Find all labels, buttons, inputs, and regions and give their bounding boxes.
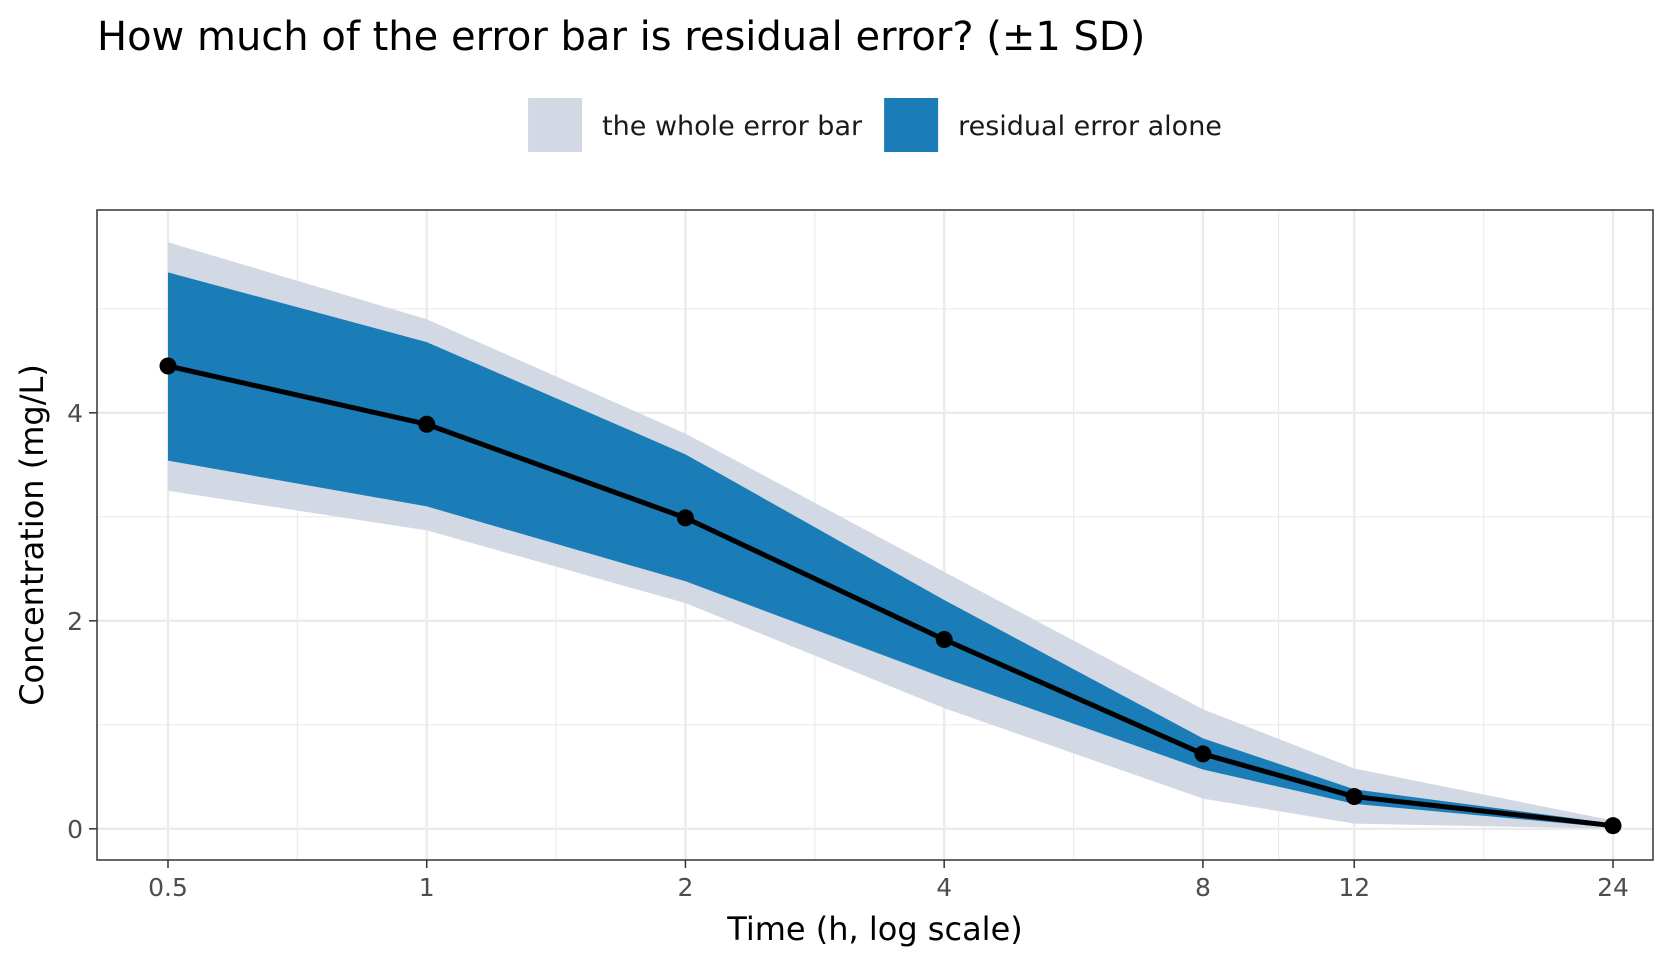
y-tick-label: 2 xyxy=(67,607,83,636)
bands xyxy=(168,242,1613,829)
legend-key xyxy=(884,98,939,152)
x-tick-label: 0.5 xyxy=(148,873,188,902)
data-point xyxy=(1345,788,1363,806)
data-point xyxy=(1194,745,1212,763)
y-tick-label: 4 xyxy=(67,399,83,428)
plot-panel xyxy=(96,209,1654,861)
legend-label: the whole error bar xyxy=(602,111,863,142)
x-tick-label: 12 xyxy=(1338,873,1370,902)
data-point xyxy=(935,631,953,649)
data-point xyxy=(676,509,694,527)
data-point xyxy=(418,415,436,433)
panel-border xyxy=(96,209,1654,861)
y-axis-title: Concentration (mg/L) xyxy=(13,364,51,706)
x-tick-label: 1 xyxy=(419,873,435,902)
y-tick-label: 0 xyxy=(67,815,83,844)
chart-title: How much of the error bar is residual er… xyxy=(97,14,1145,60)
legend-key xyxy=(528,98,583,152)
x-tick-label: 2 xyxy=(678,873,694,902)
x-tick-label: 24 xyxy=(1597,873,1629,902)
data-point xyxy=(1604,817,1622,835)
x-axis: 0.5 1 2 4 8 12 24 xyxy=(148,860,1629,902)
x-axis-title: Time (h, log scale) xyxy=(726,910,1022,948)
data-point xyxy=(159,357,177,375)
y-axis: 0 2 4 xyxy=(67,399,97,844)
legend: the whole error bar residual error alone xyxy=(528,98,1222,152)
x-tick-label: 4 xyxy=(936,873,952,902)
x-tick-label: 8 xyxy=(1195,873,1211,902)
points xyxy=(159,357,1622,835)
band-residual-error xyxy=(168,272,1613,828)
legend-label: residual error alone xyxy=(958,111,1222,142)
